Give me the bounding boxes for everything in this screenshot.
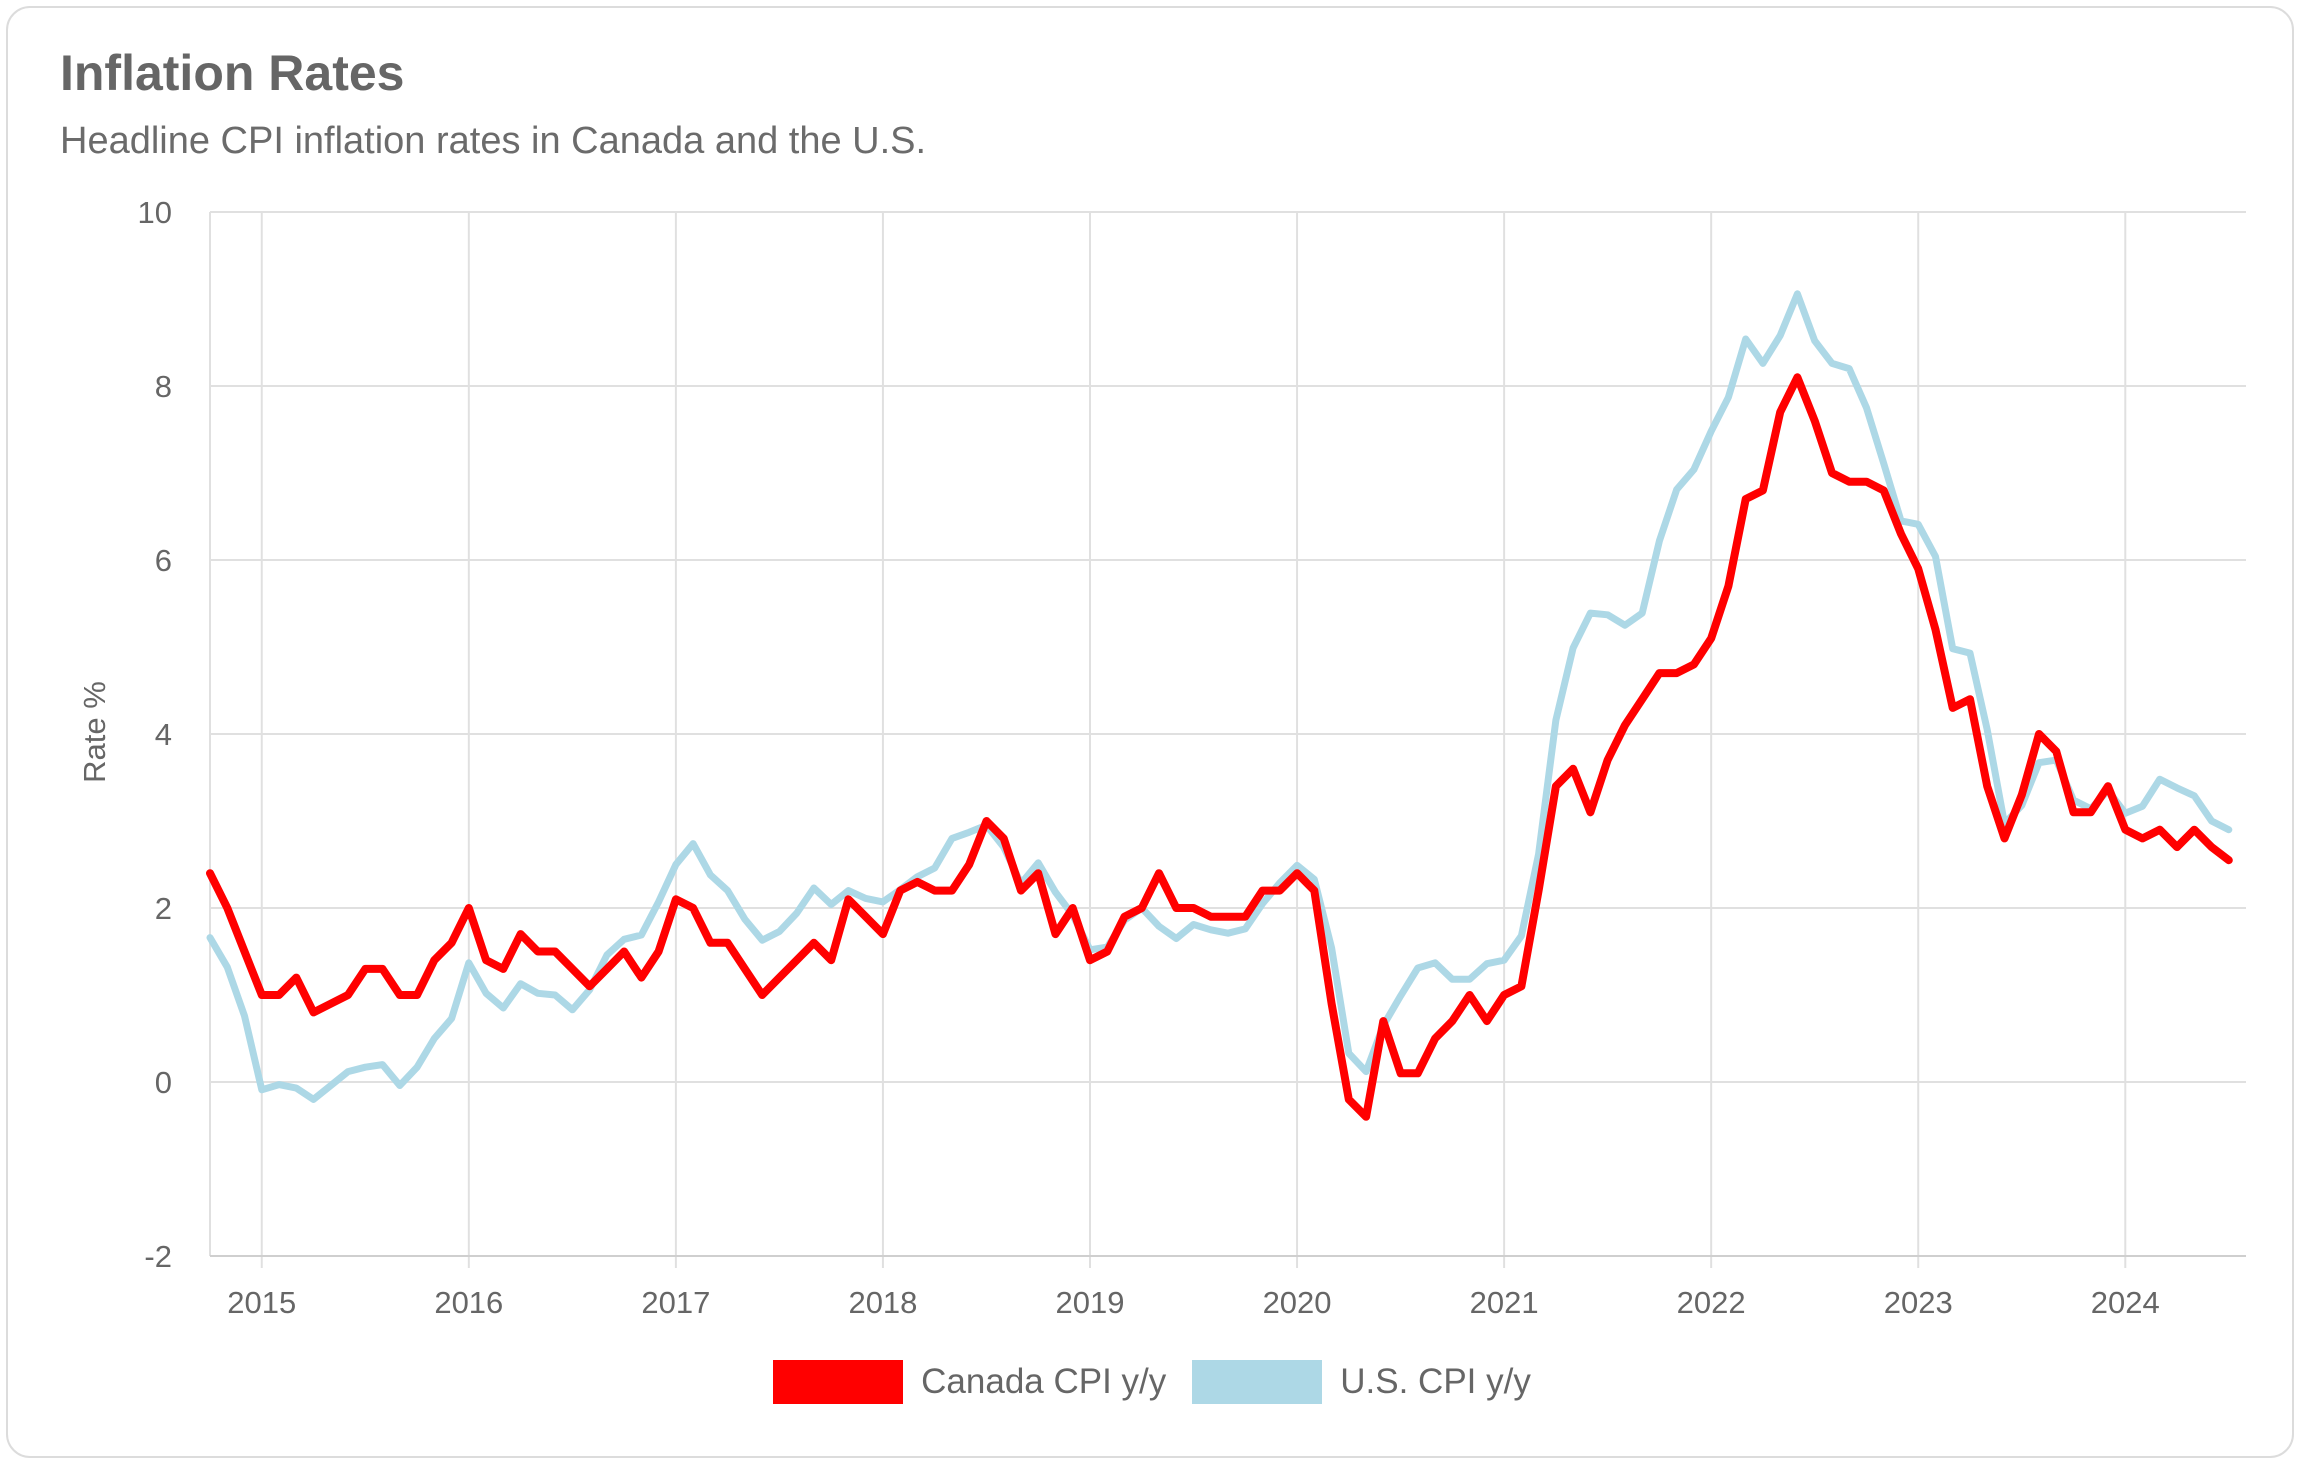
x-tick-label: 2021 [1470, 1285, 1539, 1320]
x-tick-label: 2022 [1677, 1285, 1746, 1320]
legend: Canada CPI y/y U.S. CPI y/y [0, 1360, 2304, 1404]
chart-card [6, 6, 2294, 1458]
x-tick-label: 2018 [848, 1285, 917, 1320]
x-tick-label: 2017 [641, 1285, 710, 1320]
y-tick-label: 10 [138, 195, 172, 230]
legend-label-us: U.S. CPI y/y [1340, 1362, 1531, 1401]
x-tick-label: 2024 [2091, 1285, 2160, 1320]
gridlines [209, 211, 2246, 1268]
series-line-canada[interactable] [206, 373, 2233, 1121]
legend-swatch-us [1192, 1360, 1323, 1404]
axes: -2 0 2 4 6 8 10 2015 2016 2017 2018 2019 2020 2021 202… [138, 195, 2246, 1320]
y-tick-label: 6 [155, 543, 172, 578]
y-tick-label: 2 [155, 891, 172, 926]
y-tick-label: -2 [144, 1239, 172, 1274]
x-tick-label: 2019 [1056, 1285, 1125, 1320]
y-tick-label: 4 [155, 717, 172, 752]
y-axis-label: Rate % [77, 681, 112, 783]
y-tick-label: 8 [155, 369, 172, 404]
chart-title: Inflation Rates [60, 45, 405, 101]
chart-subtitle: Headline CPI inflation rates in Canada a… [60, 120, 927, 162]
series-lines [206, 290, 2233, 1121]
legend-label-canada: Canada CPI y/y [921, 1362, 1167, 1401]
legend-swatch-canada [773, 1360, 904, 1404]
x-tick-label: 2016 [434, 1285, 503, 1320]
legend-item-canada[interactable]: Canada CPI y/y [773, 1360, 1166, 1404]
x-tick-label: 2020 [1263, 1285, 1332, 1320]
legend-item-us[interactable]: U.S. CPI y/y [1192, 1360, 1531, 1404]
x-tick-label: 2015 [227, 1285, 296, 1320]
x-tick-label: 2023 [1884, 1285, 1953, 1320]
series-line-us[interactable] [206, 290, 2233, 1103]
y-tick-label: 0 [155, 1065, 172, 1100]
